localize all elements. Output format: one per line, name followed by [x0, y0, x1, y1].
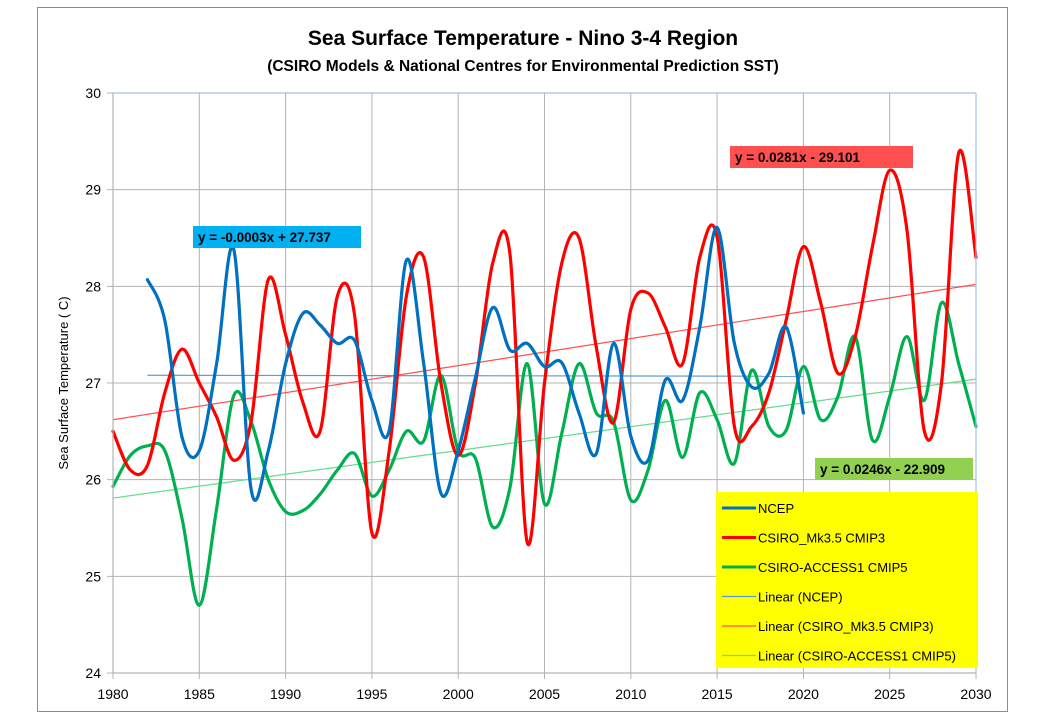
trend-equation-bg — [730, 146, 913, 168]
trendline-2 — [112, 378, 977, 499]
legend-box — [716, 492, 978, 668]
trendline-1 — [112, 283, 977, 421]
y-tick-label: 28 — [85, 278, 101, 294]
legend-label: Linear (NCEP) — [758, 590, 843, 605]
legend-label: Linear (CSIRO-ACCESS1 CMIP5) — [758, 649, 956, 664]
y-tick-label: 26 — [85, 472, 101, 488]
x-tick-label: 1980 — [97, 686, 128, 702]
legend-label: Linear (CSIRO_Mk3.5 CMIP3) — [758, 619, 934, 634]
y-tick-label: 30 — [85, 85, 101, 101]
y-tick-label: 25 — [85, 568, 101, 584]
y-tick-label: 29 — [85, 182, 101, 198]
x-tick-label: 2010 — [615, 686, 646, 702]
chart-title: Sea Surface Temperature - Nino 3-4 Regio… — [308, 27, 738, 50]
legend-label: CSIRO-ACCESS1 CMIP5 — [758, 560, 908, 575]
x-tick-label: 2005 — [529, 686, 560, 702]
series-line-1 — [111, 148, 978, 547]
trend-equation-label: y = -0.0003x + 27.737 — [198, 230, 331, 245]
x-tick-label: 2020 — [788, 686, 819, 702]
x-tick-label: 2025 — [874, 686, 905, 702]
trend-equation-bg — [815, 458, 973, 480]
axis-ticks: 24 25 26 27 28 29 30 1980 1985 1990 1995 2000 2005 20… — [85, 85, 991, 702]
y-tick-label: 24 — [85, 665, 101, 681]
trend-equation-label: y = 0.0246x - 22.909 — [820, 462, 945, 477]
x-tick-label: 2000 — [443, 686, 474, 702]
y-tick-label: 27 — [85, 375, 101, 391]
x-tick-label: 1990 — [270, 686, 301, 702]
legend-label: CSIRO_Mk3.5 CMIP3 — [758, 531, 885, 546]
series-line-2 — [111, 300, 978, 607]
trend-equation-bg — [193, 226, 361, 248]
x-tick-label: 2015 — [702, 686, 733, 702]
legend: NCEP CSIRO_Mk3.5 CMIP3 CSIRO-ACCESS1 CMIP5… — [716, 492, 978, 668]
trend-equation-label: y = 0.0281x - 29.101 — [735, 150, 860, 165]
x-tick-label: 1995 — [356, 686, 387, 702]
series-lines — [111, 148, 978, 607]
trend-equations: y = -0.0003x + 27.737 y = 0.0281x - 29.10… — [193, 146, 973, 480]
series-line-0 — [145, 225, 805, 502]
legend-label: NCEP — [758, 501, 794, 516]
x-tick-label: 1985 — [184, 686, 215, 702]
x-tick-label: 2030 — [960, 686, 991, 702]
y-axis-label: Sea Surface Temperature ( C) — [56, 296, 71, 469]
chart-subtitle: (CSIRO Models & National Centres for Env… — [267, 58, 779, 75]
